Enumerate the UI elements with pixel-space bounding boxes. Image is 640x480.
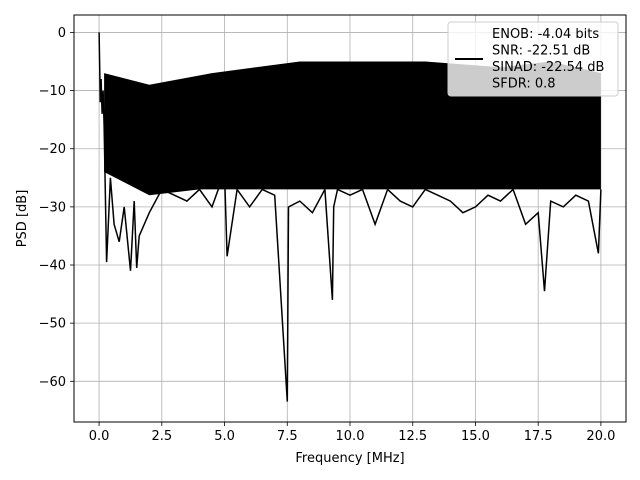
x-tick-label: 2.5 xyxy=(151,429,172,444)
legend: ENOB: -4.04 bits SNR: -22.51 dB SINAD: -… xyxy=(447,21,619,97)
x-tick-label: 20.0 xyxy=(586,429,615,444)
y-axis-ticks: 0 −10 −20 −30 −40 −50 −60 xyxy=(39,26,74,390)
x-tick-label: 17.5 xyxy=(524,429,553,444)
y-axis-label: PSD [dB] xyxy=(15,190,30,248)
x-tick-label: 10.0 xyxy=(336,429,365,444)
legend-box xyxy=(447,21,619,97)
x-axis-ticks: 0.0 2.5 5.0 7.5 10.0 12.5 15.0 17.5 20.0 xyxy=(89,422,615,444)
legend-sinad: SINAD: -22.54 dB xyxy=(492,60,604,75)
legend-snr: SNR: -22.51 dB xyxy=(492,44,590,59)
y-tick-label: −60 xyxy=(39,375,66,390)
x-axis-label: Frequency [MHz] xyxy=(295,451,404,466)
y-tick-label: −50 xyxy=(39,317,66,332)
x-tick-label: 12.5 xyxy=(398,429,427,444)
series-layer xyxy=(98,32,602,402)
legend-sfdr: SFDR: 0.8 xyxy=(492,77,556,92)
legend-enob: ENOB: -4.04 bits xyxy=(492,27,599,42)
x-tick-label: 5.0 xyxy=(214,429,235,444)
x-tick-label: 0.0 xyxy=(89,429,110,444)
x-tick-label: 15.0 xyxy=(461,429,490,444)
x-tick-label: 7.5 xyxy=(277,429,298,444)
y-tick-label: −20 xyxy=(39,142,66,157)
y-tick-label: −30 xyxy=(39,200,66,215)
y-tick-label: −40 xyxy=(39,259,66,274)
y-tick-label: 0 xyxy=(58,26,66,41)
y-tick-label: −10 xyxy=(39,84,66,99)
psd-series-line xyxy=(98,32,602,402)
